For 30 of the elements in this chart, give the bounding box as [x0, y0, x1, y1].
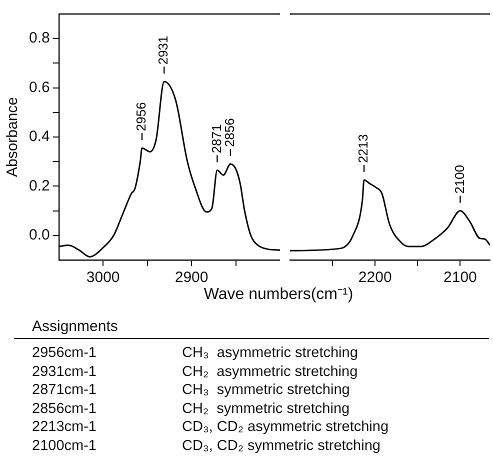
text: 2856cm-1: [32, 400, 98, 418]
text: CD₃, CD₂ asymmetric stretching: [182, 418, 390, 436]
text: Assignments: [14, 318, 489, 339]
text: 2100cm-1: [32, 436, 98, 455]
x-tick-label: 3000: [86, 269, 120, 286]
text: 2871cm-1: [32, 381, 98, 400]
annotation: 2931: [156, 36, 171, 65]
annotation: 2213: [356, 134, 371, 164]
text: CH₃ asymmetric stretching: [182, 344, 359, 362]
x-axis-title: Wave numbers(cm⁻¹): [204, 286, 354, 303]
x-tick-label: 2200: [358, 269, 392, 286]
text: CH₂ symmetric stretching: [182, 400, 351, 418]
x-tick-label: 2900: [174, 269, 208, 286]
y-tick-label: 0.0: [28, 226, 50, 244]
annotation: 2856: [222, 118, 238, 148]
y-tick-label: 0.8: [28, 30, 50, 47]
y-tick-label: 0.4: [28, 128, 50, 146]
text: 2931cm-1: [32, 362, 98, 381]
text: 2956cm-1: [32, 344, 98, 362]
text: CD₃, CD₂ symmetric stretching: [182, 436, 382, 455]
annotation: 2956: [134, 102, 149, 132]
annotation: 2871: [208, 124, 224, 154]
y-tick-label: 0.6: [28, 78, 50, 96]
x-tick-label: 2100: [444, 269, 477, 286]
y-tick-label: 0.2: [28, 177, 50, 194]
text: CH₃ symmetric stretching: [182, 381, 351, 400]
text: CH₂ asymmetric stretching: [182, 362, 359, 381]
annotation: 2100: [452, 164, 467, 194]
text: 2213cm-1: [32, 418, 98, 436]
y-axis-title: Absorbance: [4, 96, 22, 178]
